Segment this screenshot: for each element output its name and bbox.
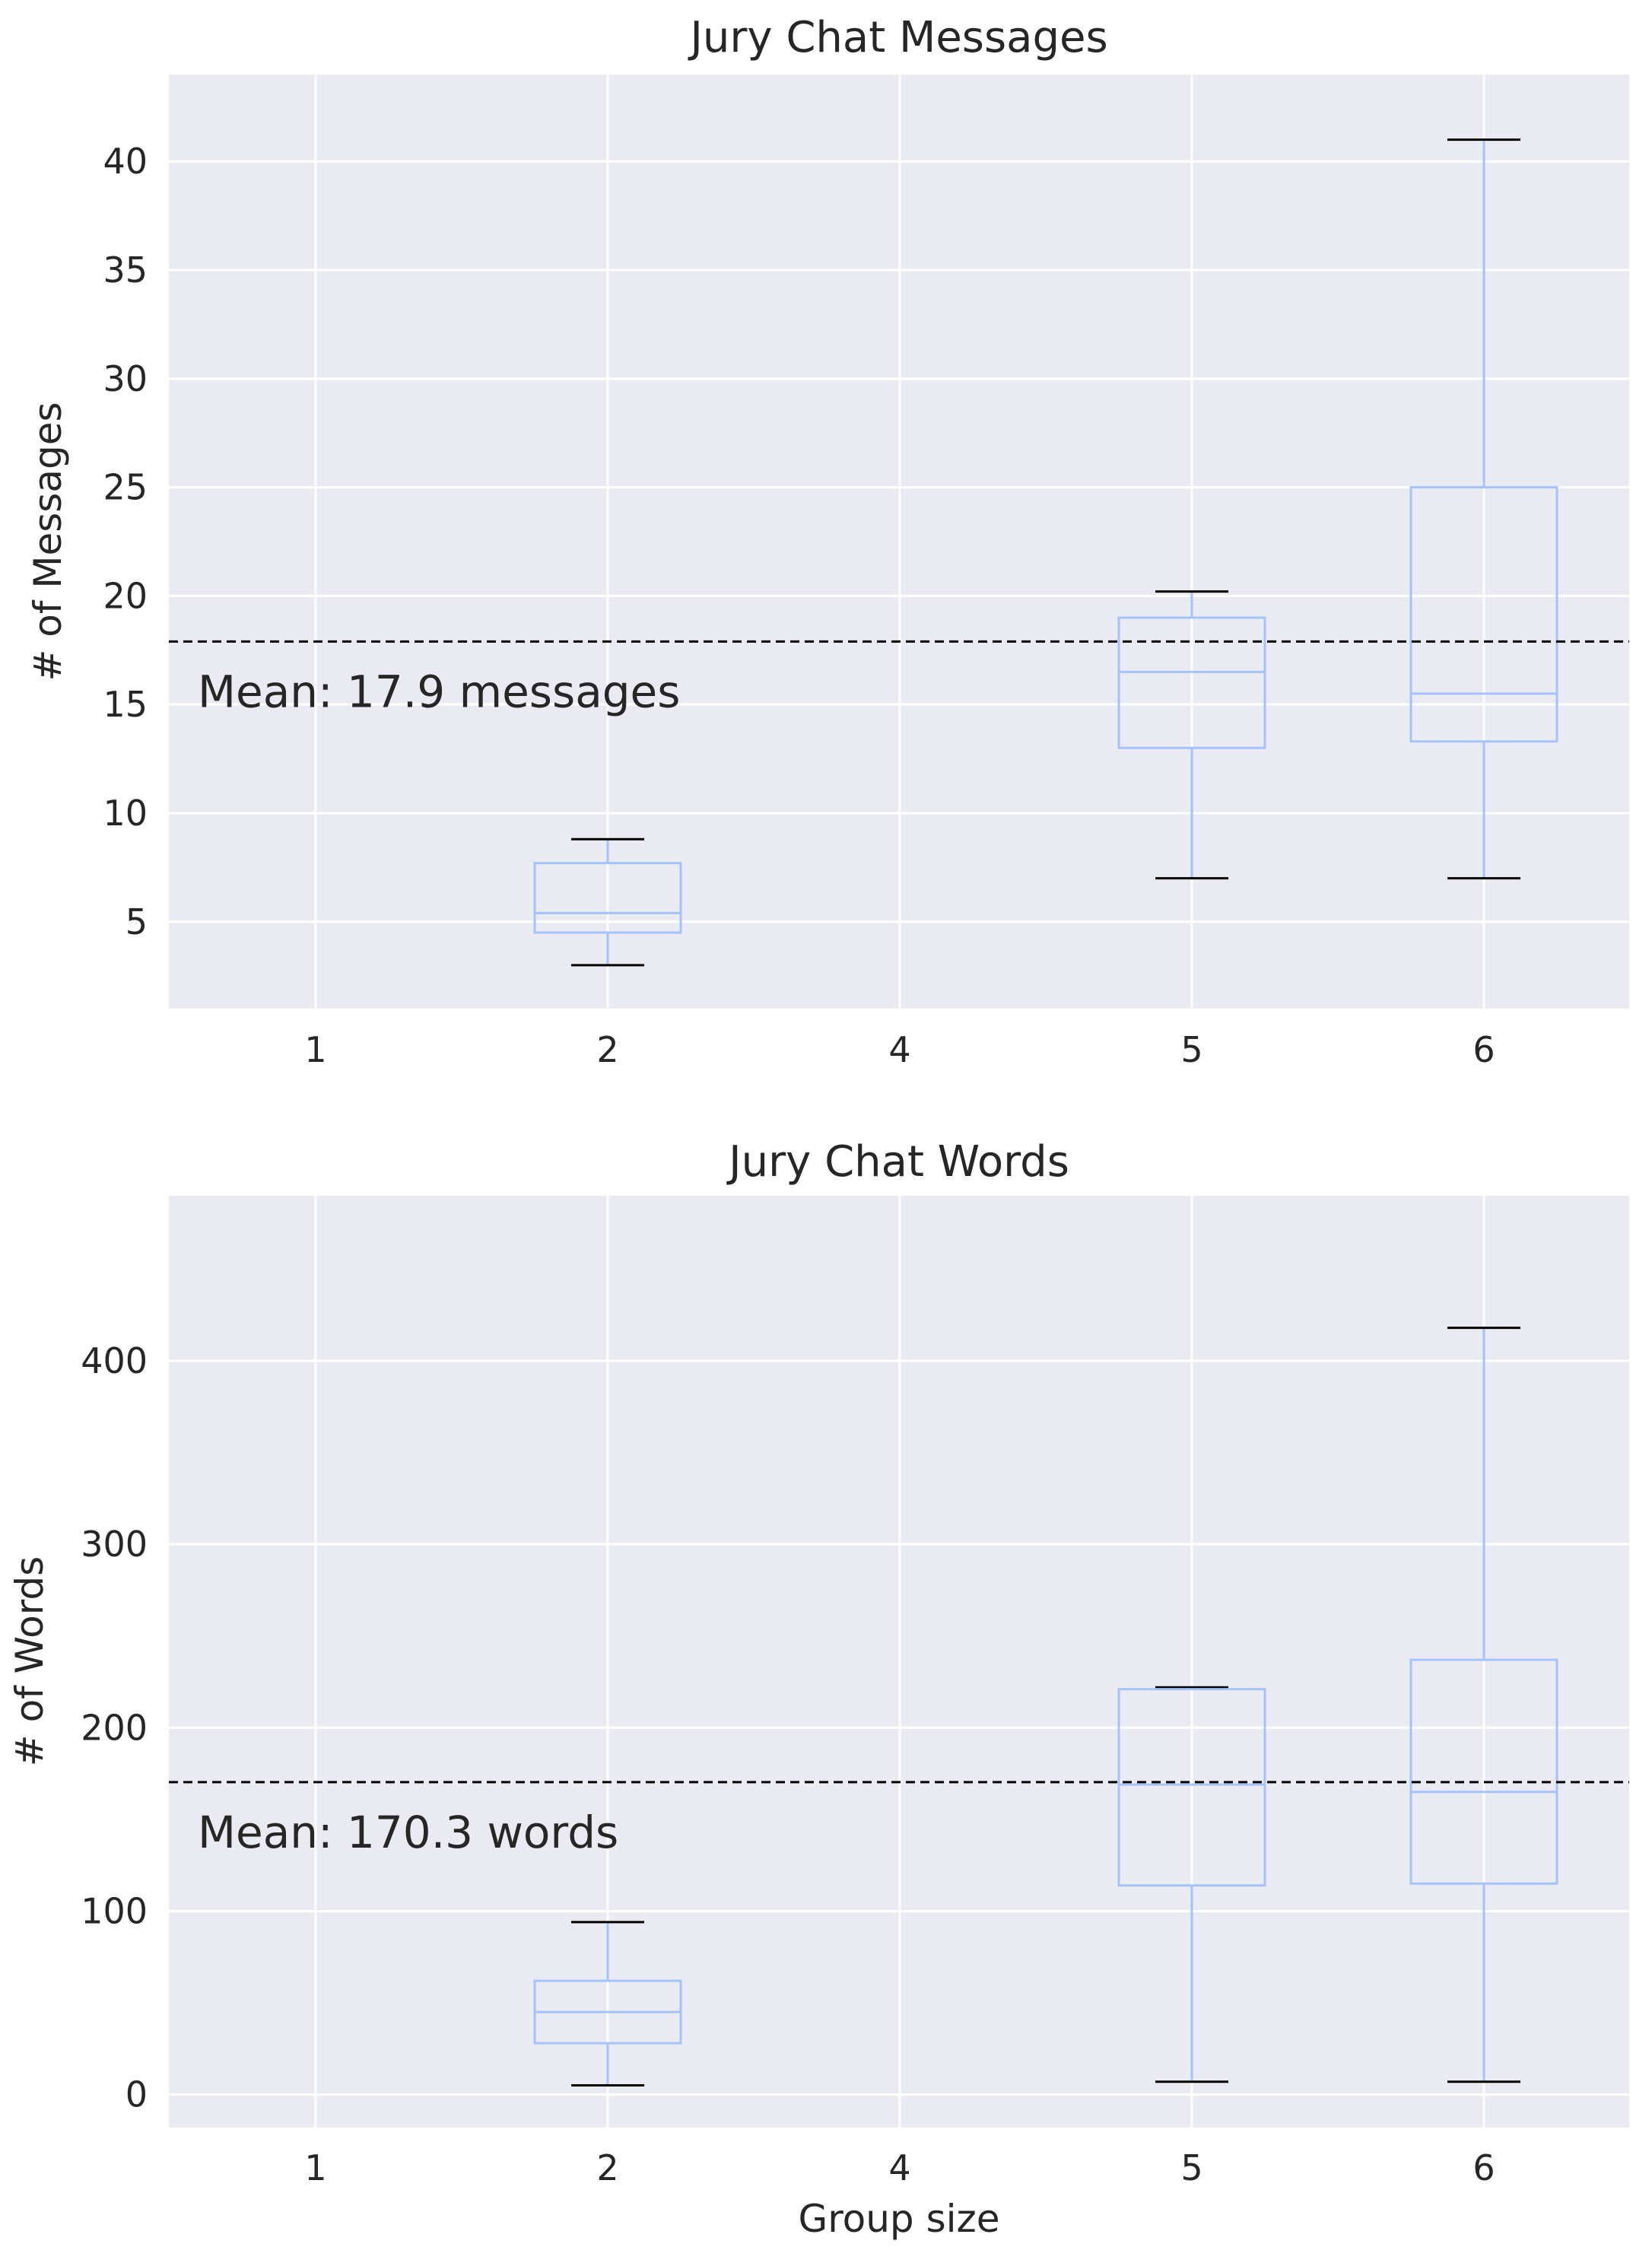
chart-title: Jury Chat Words xyxy=(726,1137,1069,1187)
mean-annotation: Mean: 170.3 words xyxy=(198,1807,618,1858)
chart-title: Jury Chat Messages xyxy=(688,13,1107,62)
y-tick-label: 35 xyxy=(103,249,148,291)
box-group-2 xyxy=(533,837,682,967)
iqr-box xyxy=(1117,1688,1266,1887)
x-tick-label: 6 xyxy=(1473,2147,1495,2188)
x-tick-label: 1 xyxy=(304,1029,326,1070)
chart-panel-2: 0 100 200 300 400 1 2 4 5 6 Mean: 170.3 words Jury … xyxy=(8,1137,1629,2241)
mean-annotation: Mean: 17.9 messages xyxy=(198,666,680,717)
x-tick-label: 4 xyxy=(888,2147,910,2188)
y-tick-label: 40 xyxy=(103,141,148,182)
iqr-box xyxy=(1117,616,1266,749)
x-tick-label: 5 xyxy=(1180,1029,1202,1070)
iqr-box xyxy=(1409,486,1558,743)
y-tick-label: 20 xyxy=(103,575,148,616)
y-tick-label: 10 xyxy=(103,793,148,834)
x-tick-label: 4 xyxy=(888,1029,910,1070)
x-tick-label: 2 xyxy=(596,2147,618,2188)
x-tick-label: 1 xyxy=(304,2147,326,2188)
iqr-box xyxy=(533,862,682,934)
y-tick-label: 100 xyxy=(81,1890,148,1931)
x-tick-label: 6 xyxy=(1473,1029,1495,1070)
x-tick-label: 2 xyxy=(596,1029,618,1070)
box-group-2 xyxy=(533,1921,682,2087)
y-tick-label: 15 xyxy=(103,684,148,725)
box-group-6 xyxy=(1409,138,1558,880)
y-tick-label: 200 xyxy=(81,1707,148,1748)
box-group-5 xyxy=(1117,590,1266,880)
y-tick-label: 0 xyxy=(125,2074,148,2115)
y-tick-label: 25 xyxy=(103,467,148,508)
box-group-6 xyxy=(1409,1327,1558,2083)
box-group-5 xyxy=(1117,1686,1266,2083)
y-tick-label: 400 xyxy=(81,1340,148,1381)
y-tick-label: 30 xyxy=(103,358,148,399)
x-axis-label: Group size xyxy=(798,2197,999,2241)
x-tick-label: 5 xyxy=(1180,2147,1202,2188)
y-tick-label: 5 xyxy=(125,901,148,942)
y-axis-label: # of Messages xyxy=(26,402,70,681)
iqr-box xyxy=(1409,1658,1558,1885)
chart-panel-1: 5 10 15 20 25 30 35 40 1 2 4 5 6 Mean: 17.9 messages J… xyxy=(26,13,1629,1070)
y-axis-label: # of Words xyxy=(8,1556,52,1766)
y-tick-label: 300 xyxy=(81,1524,148,1565)
